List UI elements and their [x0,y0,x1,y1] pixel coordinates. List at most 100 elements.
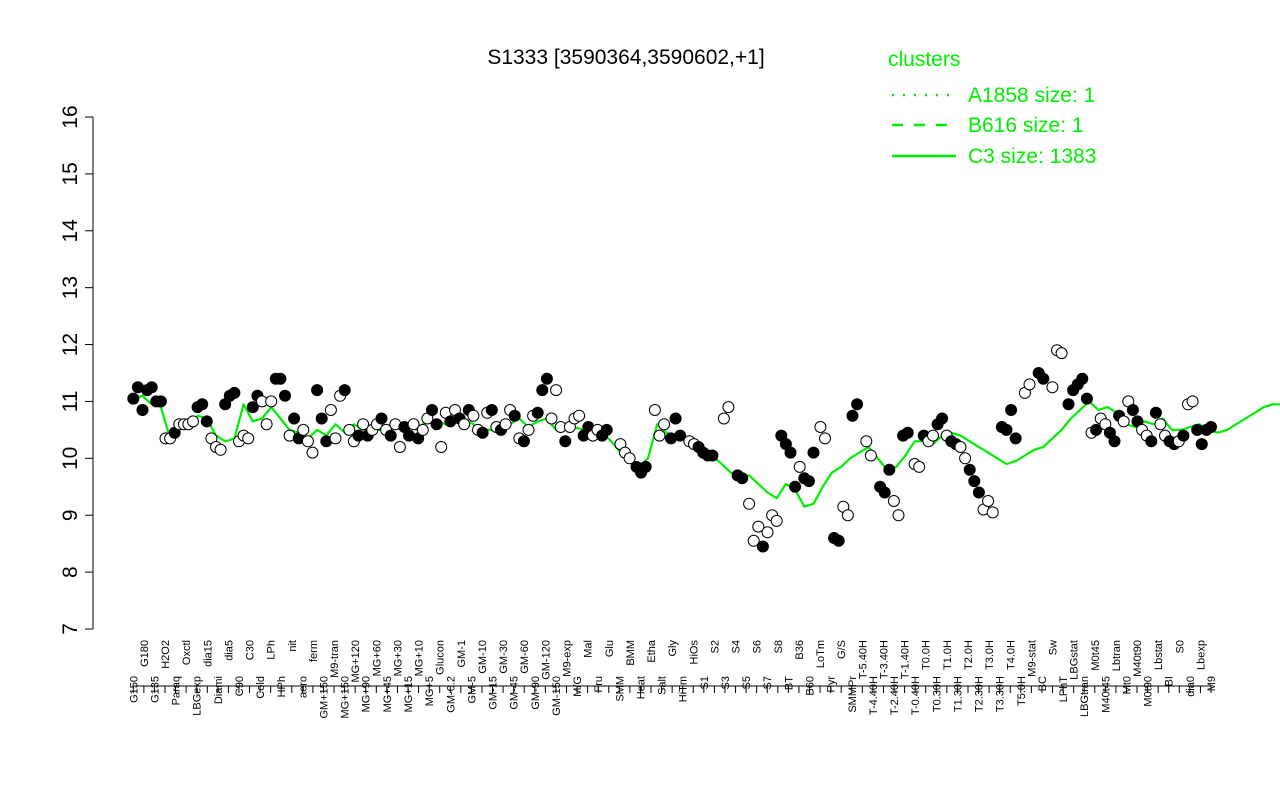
x-tick-label: MG+150 [340,676,352,719]
data-point [936,412,949,425]
data-point [860,435,873,448]
data-point [1117,415,1130,428]
data-point [752,520,765,533]
data-point [1005,404,1018,416]
data-point [136,404,149,416]
x-tick-label: LBGstat [1069,640,1081,680]
x-tick-label: B60 [805,676,817,696]
x-tick-label: MG+120 [350,640,362,683]
x-tick-label: Mt0 [1121,676,1133,694]
x-tick-label: GM-60 [519,640,531,674]
data-point [968,475,981,488]
data-point [736,472,749,485]
data-point [1195,438,1208,451]
legend-entry-1: B616 size: 1 [968,114,1084,137]
x-tick-label: T0.30H [931,676,943,712]
data-point [145,381,158,394]
data-point [214,443,227,456]
x-tick-label: T-1.40H [900,640,912,679]
data-point [1000,423,1013,436]
x-tick-label: Mal [583,640,595,658]
data-point [1154,418,1167,431]
x-tick-label: T5.0H [1016,676,1028,706]
data-point [793,460,806,473]
data-point [393,441,406,453]
x-tick-label: LPhT [1058,676,1070,703]
data-point [384,429,397,442]
x-tick-label: Fru [593,676,605,693]
data-point [550,384,563,397]
data-point [476,426,489,439]
x-tick-label: M40t45 [1100,676,1112,713]
data-point [927,429,939,442]
points-layer [127,344,1217,553]
x-tick-label: H2O2 [160,640,172,669]
data-point [802,475,815,488]
x-tick-label: SMMPr [847,676,859,713]
x-tick-label: BI [1164,676,1176,686]
data-point [954,441,967,453]
data-point [1080,392,1093,405]
x-tick-label: M9-exp [561,640,573,677]
data-point [559,435,572,448]
data-point [913,460,926,473]
data-point [674,429,687,442]
data-point [154,395,167,408]
data-point [540,372,553,385]
data-point [324,404,337,416]
x-tick-label: Lbtran [1111,640,1123,671]
data-point [485,404,498,416]
data-point [458,418,471,431]
data-point [864,449,877,462]
x-tick-label: MG+45 [382,676,394,712]
data-point [770,514,783,527]
x-tick-label: HiTm [678,676,690,702]
x-tick-label: T3.30H [995,676,1007,712]
x-tick-label: BC [1037,676,1049,691]
data-point [784,446,797,459]
data-point [982,495,995,507]
data-point [972,486,985,499]
x-tick-label: LPh [266,640,278,660]
y-tick-label: 11 [59,391,82,413]
x-tick-label: T0.0H [921,640,933,670]
x-tick-label: GM-150 [551,676,563,716]
data-point [819,432,831,445]
x-tick-label: dia5 [223,640,235,661]
x-tick-label: GM+150 [318,676,330,719]
data-point [426,404,438,416]
data-point [761,526,774,539]
data-point [343,423,356,436]
data-point [1055,347,1068,360]
x-tick-label: LBGexp [192,676,204,716]
x-tick-label: T2.0H [963,640,975,670]
x-tick-label: Lbexp [1195,640,1207,670]
x-axis: G150 G180 G135 H2O2 Paraq Oxctl LBGexp dia15 Dia… [128,639,1218,718]
x-tick-label: T4.0H [1005,640,1017,670]
data-point [522,423,535,436]
data-point [573,409,586,422]
x-tick-label: MG+5 [424,676,436,706]
x-tick-label: T-5.40H [857,640,869,679]
data-point [846,409,859,422]
x-tick-label: S5 [741,676,753,689]
x-tick-label: T-3.40H [878,640,890,679]
data-point [722,401,735,414]
x-tick-label: ferm [308,640,320,662]
x-tick-label: Etha [646,639,658,663]
x-tick-label: C30 [245,640,257,660]
data-point [246,401,259,414]
y-tick-label: 8 [59,566,82,578]
legend: clusters A1858 size: 1 B616 size: 1 C3 s… [888,48,1096,168]
x-tick-label: Diami [213,676,225,704]
data-point [297,423,310,436]
data-point [200,415,213,428]
x-tick-label: GM-0.2 [445,676,457,713]
data-point [892,509,905,522]
data-point [416,423,429,436]
data-point [717,412,730,425]
x-tick-label: T2.30H [974,676,986,712]
x-tick-label: S1 [699,676,711,689]
y-tick-label: 9 [59,509,82,521]
x-tick-label: S3 [720,676,732,689]
